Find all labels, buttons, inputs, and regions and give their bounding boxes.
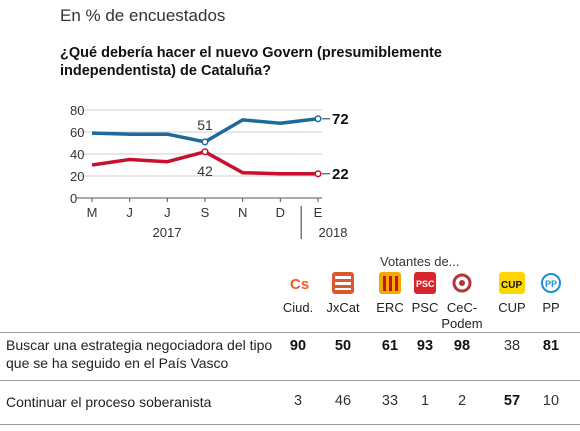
data-point: [314, 170, 322, 178]
x-tick-label: S: [201, 205, 210, 220]
table-cell: 46: [334, 393, 352, 409]
cec-logo-icon: [451, 272, 473, 294]
row-label-continue: Continuar el proceso soberanista: [6, 394, 212, 410]
party-name-pp: PP: [542, 300, 560, 315]
x-tick-label: D: [276, 205, 285, 220]
data-label: 42: [197, 163, 213, 179]
x-tick-label: J: [126, 205, 133, 220]
party-name-psc: PSC: [411, 300, 439, 315]
svg-text:PP: PP: [545, 279, 557, 289]
title-line-1: ¿Qué debería hacer el nuevo Govern (pres…: [60, 45, 442, 61]
psc-logo-icon: PSC: [414, 272, 436, 294]
table-cell: 61: [381, 338, 399, 354]
x-tick-label: N: [238, 205, 247, 220]
y-tick-label: 80: [70, 103, 84, 118]
table-cell: 50: [334, 338, 352, 354]
svg-text:Cs: Cs: [290, 276, 309, 293]
cs-logo-icon: Cs: [287, 272, 309, 294]
table-cell: 33: [381, 393, 399, 409]
table-divider: [0, 424, 580, 425]
data-point: [201, 148, 209, 156]
table-cell: 1: [420, 393, 430, 409]
svg-text:PSC: PSC: [416, 279, 435, 289]
table-cell: 81: [542, 338, 560, 354]
table-cell: 2: [457, 393, 467, 409]
year-label-2017: 2017: [153, 225, 182, 240]
data-label: 72: [332, 111, 349, 128]
y-tick-label: 40: [70, 147, 84, 162]
svg-text:CUP: CUP: [501, 280, 522, 291]
data-point: [201, 138, 209, 146]
party-name-cup: CUP: [498, 300, 526, 315]
chart-title: ¿Qué debería hacer el nuevo Govern (pres…: [60, 44, 540, 80]
y-tick-label: 0: [70, 191, 77, 206]
table-divider: [0, 380, 580, 381]
y-tick-label: 20: [70, 169, 84, 184]
table-cell: 98: [453, 338, 471, 354]
x-tick-label: J: [164, 205, 171, 220]
erc-logo-icon: [379, 272, 401, 294]
data-point: [314, 115, 322, 123]
y-tick-label: 60: [70, 125, 84, 140]
table-cell: 93: [416, 338, 434, 354]
line-chart: 0 20 40 60 80 M J J S N D E 2017 2018 51 42 72 22: [70, 103, 349, 240]
table-cell: 90: [289, 338, 307, 354]
cup-logo-icon: CUP: [499, 272, 525, 294]
party-name-ciud: Ciud.: [282, 300, 314, 315]
pp-logo-icon: PP: [540, 272, 562, 294]
table-divider: [0, 332, 580, 333]
x-tick-label: E: [314, 205, 323, 220]
jxcat-logo-icon: [332, 272, 354, 294]
data-label: 22: [332, 166, 349, 183]
chart-subtitle: En % de encuestados: [60, 6, 226, 25]
data-label: 51: [197, 117, 213, 133]
x-tick-label: M: [87, 205, 98, 220]
row-label-negotiate: Buscar una estrategia negociadora del ti…: [6, 337, 273, 371]
party-name-cec-podem: CeC- Podem: [441, 300, 483, 331]
party-name-erc: ERC: [376, 300, 404, 315]
table-cell: 57: [503, 393, 521, 409]
voters-group-label: Votantes de...: [380, 254, 460, 269]
title-line-2: independentista) de Cataluña?: [60, 63, 272, 79]
table-cell: 38: [503, 338, 521, 354]
table-cell: 3: [293, 393, 303, 409]
party-name-jxcat: JxCat: [326, 300, 360, 315]
year-label-2018: 2018: [319, 225, 348, 240]
table-cell: 10: [542, 393, 560, 409]
